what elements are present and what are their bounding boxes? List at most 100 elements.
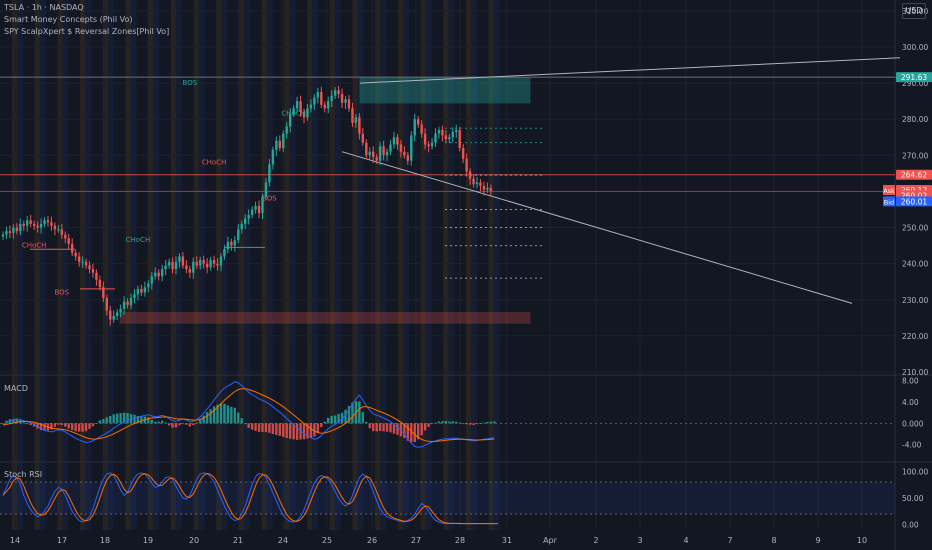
macd-histogram-bar — [396, 423, 399, 435]
candle-body — [437, 130, 441, 134]
candle-body — [392, 137, 396, 145]
session-band — [239, 0, 244, 530]
macd-histogram-bar — [417, 423, 420, 440]
session-band — [493, 0, 500, 530]
candle-body — [271, 149, 275, 165]
macd-pane — [0, 381, 895, 448]
macd-histogram-bar — [29, 423, 32, 426]
candle-body — [140, 288, 143, 293]
macd-tick-label: -4.00 — [902, 441, 922, 450]
session-band — [39, 0, 46, 530]
candle-body — [333, 90, 337, 96]
macd-histogram-bar — [292, 423, 295, 440]
symbol-legend[interactable]: TSLA · 1h · NASDAQ — [4, 3, 84, 12]
price-label-text: 291.63 — [901, 73, 927, 82]
time-tick-label: 27 — [411, 536, 421, 545]
macd-histogram-bar — [178, 423, 181, 426]
time-tick-label: 10 — [857, 536, 867, 545]
session-band — [334, 0, 341, 530]
macd-histogram-bar — [202, 415, 205, 424]
candle-body — [372, 151, 375, 158]
candle-body — [365, 142, 368, 156]
candle-body — [378, 146, 382, 161]
macd-histogram-bar — [271, 423, 275, 435]
session-band — [148, 0, 154, 530]
macd-histogram-bar — [119, 413, 122, 424]
candle-body — [36, 225, 39, 228]
macd-histogram-bar — [368, 423, 371, 429]
macd-histogram-bar — [95, 422, 98, 424]
currency-button[interactable]: USD — [902, 3, 926, 19]
macd-histogram-bar — [455, 421, 458, 424]
candle-body — [403, 151, 406, 156]
smc-label: CHoCH — [281, 110, 306, 118]
session-band — [17, 0, 23, 530]
macd-histogram-bar — [126, 413, 129, 424]
candle-body — [275, 140, 278, 150]
macd-histogram-bar — [122, 412, 126, 424]
macd-histogram-bar — [423, 423, 427, 431]
macd-histogram-bar — [205, 412, 209, 424]
candle-body — [209, 260, 212, 268]
macd-legend[interactable]: MACD — [4, 384, 28, 393]
candle-body — [171, 261, 174, 270]
candle-body — [98, 279, 102, 288]
macd-histogram-bar — [254, 423, 257, 431]
macd-histogram-bar — [240, 418, 243, 424]
smc-label: BOS — [183, 79, 198, 87]
stoch-legend[interactable]: Stoch RSI — [4, 470, 43, 479]
candle-body — [205, 263, 209, 268]
candle-body — [261, 196, 264, 214]
candle-body — [81, 261, 84, 263]
price-tag-text: Ask — [883, 187, 895, 195]
session-band — [221, 0, 228, 530]
candle-body — [268, 164, 271, 183]
macd-line — [2, 381, 495, 448]
session-band — [216, 0, 222, 530]
macd-histogram-bar — [347, 406, 351, 424]
candle-body — [427, 144, 430, 147]
candle-body — [119, 308, 122, 313]
macd-histogram-bar — [67, 423, 70, 429]
candle-body — [257, 205, 261, 214]
macd-histogram-bar — [115, 413, 119, 424]
candle-body — [489, 187, 493, 192]
candle-body — [39, 223, 43, 228]
time-tick-label: 20 — [189, 536, 199, 545]
session-band — [420, 0, 426, 530]
macd-histogram-bar — [344, 409, 347, 424]
candle-body — [264, 182, 268, 197]
candle-body — [368, 151, 371, 156]
macd-histogram-bar — [39, 423, 43, 431]
time-tick-label: 14 — [10, 536, 20, 545]
macd-histogram-bar — [337, 413, 340, 424]
smc-label: CHoCH — [202, 158, 227, 166]
candle-body — [458, 130, 461, 149]
session-band — [34, 0, 40, 530]
price-tick-label: 250.00 — [902, 224, 928, 233]
macd-histogram-bar — [5, 420, 8, 424]
candle-body — [15, 227, 19, 232]
session-band — [62, 0, 69, 530]
macd-histogram-bar — [340, 412, 344, 424]
session-band — [312, 0, 319, 530]
candle-body — [71, 243, 74, 253]
candle-body — [302, 111, 306, 118]
macd-histogram-bar — [261, 423, 264, 433]
macd-histogram-bar — [60, 423, 64, 426]
indicator-legend-smc[interactable]: Smart Money Concepts (Phil Vo) — [4, 15, 133, 24]
macd-histogram-bar — [489, 421, 493, 424]
macd-histogram-bar — [486, 422, 489, 424]
indicator-legend-reversal[interactable]: SPY ScalpXpert $ Reversal Zones[Phil Vo] — [4, 27, 170, 36]
candle-body — [430, 142, 434, 147]
candle-body — [396, 137, 399, 145]
macd-histogram-bar — [358, 401, 361, 424]
candle-body — [316, 92, 320, 98]
candle-body — [486, 187, 489, 190]
macd-histogram-bar — [361, 412, 365, 424]
macd-histogram-bar — [57, 423, 60, 425]
time-tick-label: 25 — [322, 536, 332, 545]
candle-body — [375, 157, 378, 161]
macd-histogram-bar — [330, 415, 333, 424]
